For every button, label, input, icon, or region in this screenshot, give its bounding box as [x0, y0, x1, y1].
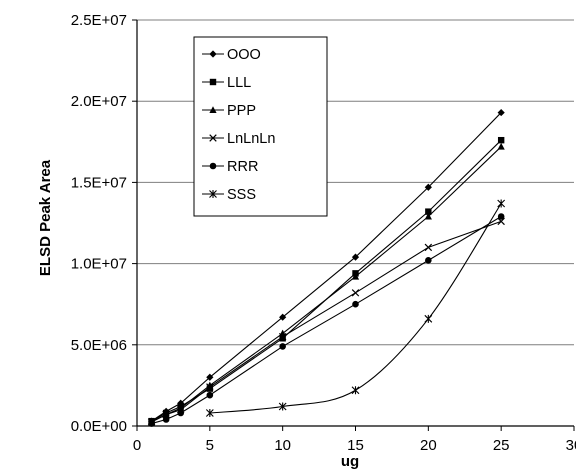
legend-label: LnLnLn	[227, 131, 275, 147]
data-point	[206, 383, 214, 391]
data-point	[424, 183, 432, 191]
y-tick-label: 2.5E+07	[71, 12, 127, 29]
legend: OOO LLL PPP LnLnLn RRR SSS	[193, 36, 328, 217]
data-point	[351, 272, 360, 280]
data-point	[162, 410, 170, 419]
legend-label: RRR	[227, 159, 258, 175]
data-point	[148, 420, 155, 427]
data-point	[352, 300, 359, 308]
data-point	[424, 212, 432, 220]
data-point	[279, 335, 286, 342]
data-point	[351, 386, 360, 395]
data-point	[425, 208, 432, 215]
data-point	[279, 313, 287, 321]
legend-label: PPP	[227, 103, 256, 119]
data-point	[279, 343, 286, 350]
legend-marker	[209, 190, 217, 198]
legend-marker	[209, 78, 217, 86]
x-tick-label: 25	[493, 437, 510, 454]
legend-entry: OOO	[202, 47, 261, 63]
data-point	[205, 409, 214, 418]
y-tick-label: 0.0E+00	[71, 418, 127, 435]
data-point	[425, 257, 432, 264]
data-point	[177, 399, 185, 407]
legend-label: SSS	[227, 187, 256, 203]
legend-box	[193, 36, 328, 217]
data-point	[351, 289, 360, 297]
x-tick-label: 0	[133, 437, 141, 454]
legend-marker	[209, 106, 217, 113]
y-tick-label: 5.0E+06	[71, 337, 127, 354]
data-point	[206, 373, 214, 381]
data-point	[206, 381, 214, 389]
x-tick-label: 30	[566, 437, 576, 454]
data-point	[206, 385, 214, 392]
data-point	[177, 409, 184, 417]
series-line	[151, 220, 502, 423]
data-point	[497, 213, 505, 220]
legend-label: LLL	[227, 75, 251, 91]
data-point	[278, 332, 287, 341]
data-point	[497, 108, 505, 117]
data-point	[351, 253, 360, 261]
series-sss	[205, 199, 506, 418]
x-tick-label: 5	[206, 437, 214, 454]
data-point	[206, 391, 214, 399]
data-point	[177, 404, 185, 412]
data-point	[162, 416, 170, 423]
y-tick-label: 1.0E+07	[71, 256, 127, 273]
tick-labels: 0.0E+00 5.0E+06 1.0E+07 1.5E+07 2.0E+07 2.5E+…	[71, 12, 576, 454]
x-tick-label: 10	[274, 437, 291, 454]
data-point	[497, 142, 505, 150]
axes	[132, 19, 575, 431]
data-point	[497, 199, 506, 208]
series-lnlnln	[147, 217, 505, 426]
x-tick-label: 20	[420, 437, 437, 454]
data-point	[424, 314, 433, 323]
series-lines	[147, 108, 506, 427]
legend-label: OOO	[227, 47, 261, 63]
legend-entry: SSS	[202, 187, 256, 203]
y-tick-label: 2.0E+07	[71, 93, 127, 110]
legend-entry: LLL	[202, 75, 251, 91]
data-point	[278, 402, 287, 411]
legend-marker	[209, 134, 217, 142]
legend-entry: LnLnLn	[202, 131, 275, 147]
x-axis-title: ug	[341, 453, 359, 470]
data-point	[497, 217, 505, 226]
series-rrr	[148, 213, 505, 427]
legend-entry: RRR	[202, 159, 258, 175]
y-tick-label: 1.5E+07	[71, 174, 127, 191]
series-line	[209, 203, 502, 414]
data-point	[497, 136, 505, 144]
data-point	[424, 243, 433, 252]
x-tick-label: 15	[347, 437, 364, 454]
legend-marker	[209, 50, 217, 58]
legend-entry: PPP	[202, 103, 256, 119]
legend-marker	[209, 162, 217, 170]
y-axis-title: ELSD Peak Area	[37, 159, 54, 276]
